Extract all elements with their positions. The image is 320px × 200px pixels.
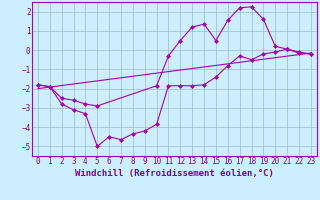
- X-axis label: Windchill (Refroidissement éolien,°C): Windchill (Refroidissement éolien,°C): [75, 169, 274, 178]
